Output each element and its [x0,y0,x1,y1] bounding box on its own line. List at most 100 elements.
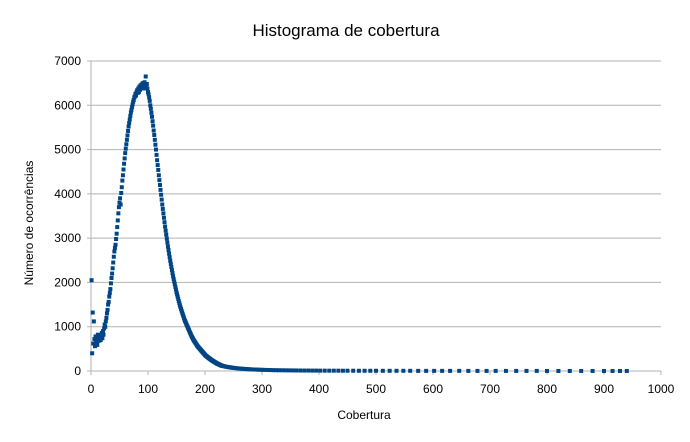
data-point [108,281,113,286]
data-point [91,341,96,346]
data-point [105,307,110,312]
data-point [475,368,480,373]
grid-lines [91,60,661,372]
data-point [169,268,174,273]
data-point [110,266,115,271]
data-point [130,102,135,107]
data-point [176,299,181,304]
data-point [151,123,156,128]
data-point [123,151,128,156]
data-point [156,173,161,178]
data-point [106,302,111,307]
data-point [155,163,160,168]
data-point [172,279,177,284]
data-point [155,158,160,163]
data-point [340,368,345,373]
x-tick-label: 1000 [648,382,675,396]
x-tick-label: 700 [480,382,500,396]
data-point [109,276,114,280]
data-point [484,368,489,373]
data-point [107,294,112,299]
y-tick-label: 5000 [54,143,81,157]
data-point [101,332,106,337]
data-point [91,319,96,324]
data-point [171,276,176,281]
data-point [248,367,253,372]
x-tick-label: 500 [366,382,386,396]
x-tick-label: 100 [138,382,158,396]
x-tick-label: 200 [195,382,215,396]
data-point [128,113,133,118]
data-point [271,368,276,373]
data-point [416,368,421,373]
data-point [104,315,109,320]
data-point [162,220,167,225]
data-point [112,245,117,250]
data-point [103,324,108,329]
data-point [440,368,445,373]
data-point [129,107,134,112]
data-point [280,368,285,373]
data-point [161,211,166,216]
data-point [387,368,392,373]
data-point [115,218,120,223]
x-tick-label: 800 [537,382,557,396]
data-point [265,367,270,372]
data-point [115,225,120,230]
data-point [257,367,262,372]
data-point [274,368,279,373]
data-point [146,90,150,94]
data-point [89,278,94,283]
data-point [362,368,367,373]
x-tick-label: 400 [309,382,329,396]
data-point [125,133,130,138]
data-point [164,236,169,241]
data-point [567,368,572,373]
data-point [524,368,529,373]
data-point [127,121,132,125]
x-tick-label: 300 [252,382,272,396]
data-point [106,299,111,304]
data-point [118,202,123,207]
data-point [175,294,180,299]
data-point [147,98,152,103]
data-point [318,368,323,373]
data-point [170,271,175,276]
data-point [165,240,170,245]
data-point [104,311,109,316]
data-point [95,342,100,347]
data-point [153,147,158,152]
data-point [617,368,622,373]
data-point [545,368,549,373]
data-point [408,368,413,373]
x-tick-label: 900 [594,382,614,396]
data-point [161,215,166,220]
data-point [92,344,97,349]
data-point [114,237,119,242]
data-point [120,173,125,178]
data-point [287,368,292,373]
data-point [144,82,149,87]
data-point [124,142,129,147]
data-point [302,368,307,373]
data-point [150,119,155,124]
data-point [93,334,98,339]
data-point [114,231,119,236]
data-point [119,190,124,195]
data-point [154,152,159,157]
y-tick-label: 6000 [54,98,81,112]
data-point [124,137,129,142]
data-point [134,93,139,98]
data-point [290,368,295,373]
data-point [493,368,498,373]
data-point [149,110,154,115]
data-point [174,290,179,295]
data-point [136,90,141,94]
data-point [110,271,115,276]
data-point [116,211,121,216]
axes [87,60,662,375]
data-point [503,368,508,373]
data-point [167,255,172,260]
data-point [331,368,336,373]
